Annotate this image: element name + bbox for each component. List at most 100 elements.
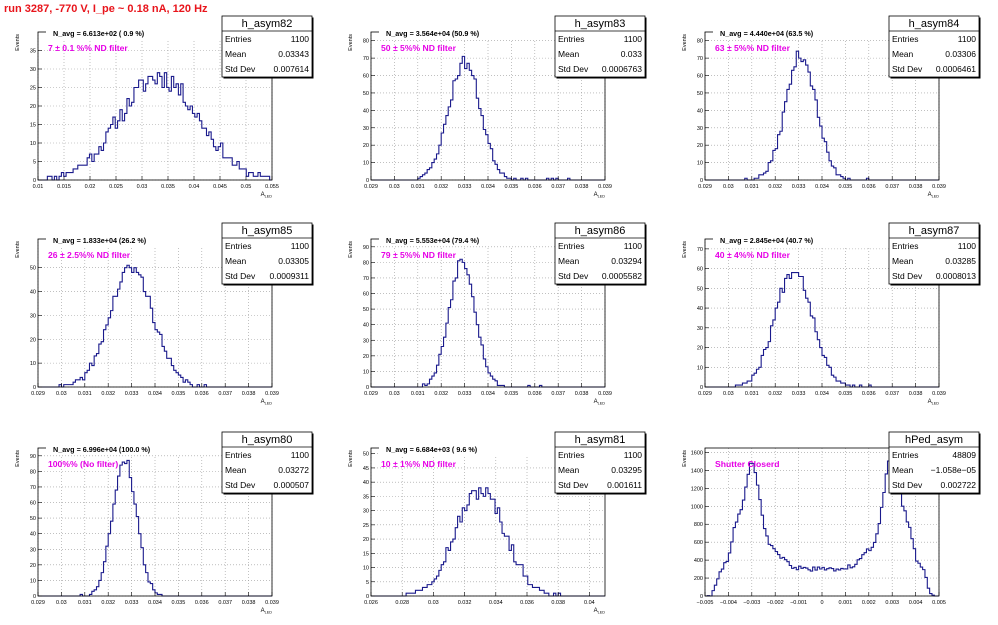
- x-tick-label: 0.036: [195, 600, 209, 606]
- histogram-bin: [451, 100, 453, 180]
- histogram-bin: [749, 381, 751, 387]
- histogram-bin: [108, 318, 110, 387]
- x-tick-label: 0.035: [172, 600, 186, 606]
- histogram-bin: [430, 585, 432, 596]
- stats-mean-label: Mean: [892, 256, 914, 266]
- histogram-bin: [164, 73, 166, 180]
- y-axis-title: Events: [15, 450, 21, 467]
- y-tick-label: 70: [697, 56, 703, 62]
- panel-h_asym81: 0.026 0.028 0.03 0.032 0.034 0.036 0.038 0.04 0 5…: [348, 431, 647, 615]
- y-tick-label: 10: [697, 365, 703, 371]
- y-tick-label: 1600: [691, 450, 703, 456]
- y-tick-label: 60: [30, 501, 36, 507]
- histogram-bin: [808, 570, 810, 596]
- stats-entries-label: Entries: [225, 34, 251, 44]
- x-axis-title: ALED: [928, 399, 940, 406]
- histogram-bin: [97, 354, 99, 387]
- stats-mean-value: 0.03343: [278, 49, 309, 59]
- x-axis-title: ALED: [261, 608, 273, 615]
- histogram-bin: [813, 89, 815, 180]
- x-tick-label: 0.038: [242, 600, 256, 606]
- histogram-bins: [745, 51, 869, 180]
- histogram-bin: [810, 316, 812, 387]
- y-tick-label: 70: [30, 485, 36, 491]
- histogram-bin: [125, 464, 127, 596]
- histogram-bin: [169, 91, 171, 180]
- stats-mean-value: 0.03295: [611, 465, 642, 475]
- panel-h_asym83: 0.029 0.03 0.031 0.032 0.033 0.034 0.035 0.036 0…: [348, 15, 647, 199]
- histogram-bin: [789, 566, 791, 596]
- histogram-bin: [462, 56, 464, 180]
- x-axis-title: ALED: [261, 192, 273, 199]
- histogram-bin: [460, 522, 462, 596]
- navg-box: [46, 234, 228, 246]
- x-tick-label: 0.04: [189, 184, 200, 190]
- histogram-bin: [469, 494, 471, 596]
- x-tick-label: 0.034: [481, 184, 495, 190]
- histogram-bin: [528, 585, 530, 596]
- histogram-bin: [451, 300, 453, 387]
- stats-mean-label: Mean: [225, 465, 247, 475]
- y-axis-title: Events: [348, 34, 354, 51]
- histogram-bin: [85, 165, 87, 180]
- stats-entries-label: Entries: [558, 241, 584, 251]
- stats-entries-label: Entries: [225, 241, 251, 251]
- navg-label: N_avg = 2.845e+04 (40.7 %): [720, 236, 814, 245]
- x-tick-label: 0.038: [575, 184, 589, 190]
- histogram-bin: [789, 84, 791, 180]
- histogram-bin: [817, 567, 819, 596]
- histogram-bin: [479, 109, 481, 180]
- histogram-name: h_asym80: [242, 434, 293, 446]
- y-tick-label: 60: [363, 74, 369, 80]
- histogram-bin: [132, 102, 134, 180]
- histogram-bin: [488, 494, 490, 596]
- histogram-bin: [160, 76, 162, 180]
- histogram-bin: [134, 268, 136, 387]
- stats-box: h_asym82 Entries 1100 Mean 0.03343 Std Dev 0.0…: [221, 15, 314, 79]
- x-tick-label: 0.031: [745, 184, 759, 190]
- histogram-bin: [778, 302, 780, 387]
- histogram-bin: [420, 590, 422, 596]
- x-tick-label: 0.03: [137, 184, 148, 190]
- filter-annotation: 79 ± 5%% ND filter: [381, 250, 457, 260]
- stats-std-label: Std Dev: [892, 271, 923, 281]
- histogram-bin: [918, 563, 920, 596]
- x-tick-label: 0.032: [101, 391, 115, 397]
- stats-mean-value: 0.03285: [945, 256, 976, 266]
- x-tick-label: 0: [820, 600, 823, 606]
- filter-annotation: 40 ± 4%% ND filter: [715, 250, 791, 260]
- histogram-bin: [822, 138, 824, 180]
- x-tick-label: 0.03: [389, 391, 400, 397]
- histogram-bin: [787, 89, 789, 180]
- stats-box-frame: [221, 431, 313, 494]
- histogram-bin: [155, 84, 157, 180]
- y-tick-label: 20: [363, 143, 369, 149]
- histogram-bin: [136, 88, 138, 181]
- stats-box-frame: [554, 222, 646, 285]
- panel-hPed_asym: −0.005 −0.004 −0.003 −0.002 −0.001 0 0.001 0.00…: [682, 431, 981, 606]
- navg-label: N_avg = 5.553e+04 (79.4 %): [386, 236, 480, 245]
- histogram-name: h_asym81: [575, 434, 626, 446]
- histogram-bin: [479, 488, 481, 596]
- histogram-bin: [143, 91, 145, 180]
- histogram-bin: [118, 289, 120, 387]
- x-tick-label: 0.032: [434, 391, 448, 397]
- histogram-bin: [162, 88, 164, 181]
- histogram-bin: [841, 568, 843, 596]
- x-tick-label: 0.039: [265, 600, 279, 606]
- x-tick-label: 0.015: [57, 184, 71, 190]
- x-axis-title: ALED: [594, 399, 606, 406]
- histogram-bin: [756, 485, 758, 596]
- navg-box: [379, 27, 561, 39]
- x-tick-label: 0.036: [862, 391, 876, 397]
- x-tick-label: 0.03: [389, 184, 400, 190]
- histogram-bin: [132, 272, 134, 387]
- histogram-bin: [859, 559, 861, 596]
- histogram-bin: [749, 463, 751, 596]
- histogram-bin: [916, 561, 918, 596]
- histogram-name: h_asym84: [909, 18, 960, 30]
- histogram-bin: [146, 296, 148, 387]
- navg-label: N_avg = 6.684e+03 ( 9.6 %): [386, 445, 478, 454]
- y-tick-label: 60: [697, 74, 703, 80]
- y-tick-label: 70: [697, 247, 703, 253]
